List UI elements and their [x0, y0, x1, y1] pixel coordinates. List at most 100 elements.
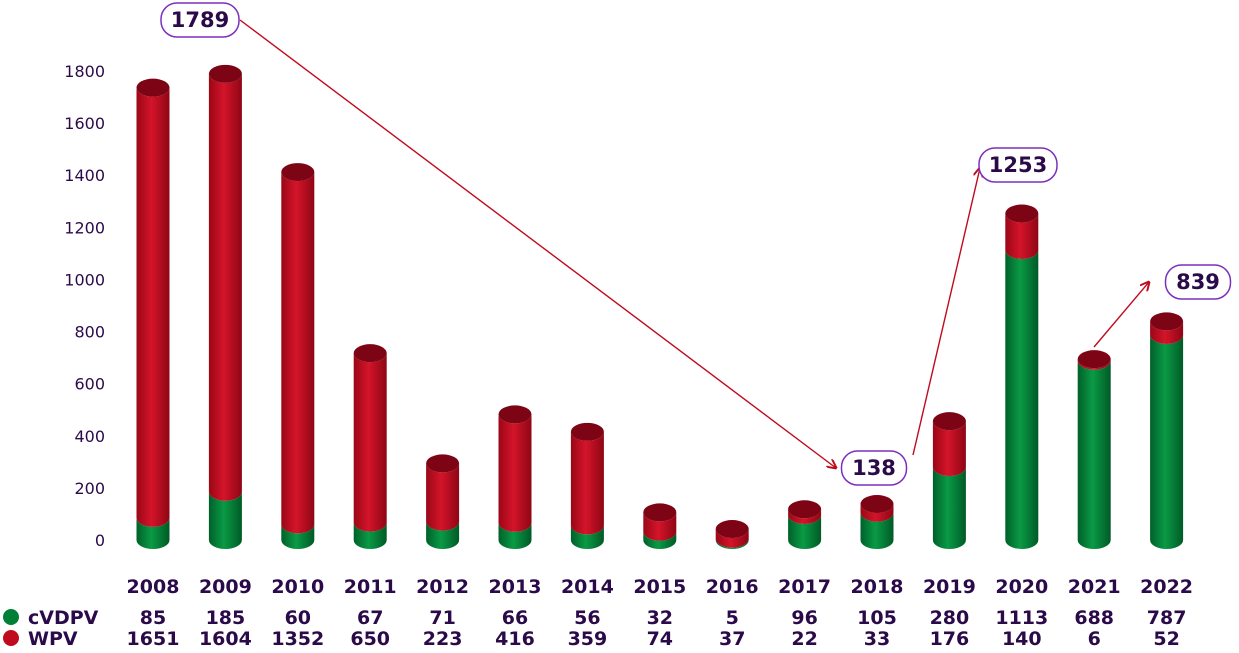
bar-segment-cvdpv: [643, 531, 677, 549]
table-value-wpv: 52: [1153, 628, 1179, 650]
y-tick-label: 400: [74, 427, 105, 446]
table-value-wpv: 1651: [127, 628, 180, 650]
year-label: 2022: [1140, 576, 1193, 598]
table-value-cvdpv: 60: [285, 607, 311, 629]
bar-top-cap: [136, 78, 170, 97]
table-value-cvdpv: 185: [206, 607, 246, 629]
year-label: 2018: [851, 576, 904, 598]
bar-top-cap: [715, 520, 749, 539]
callouts: 1789 138 1253 839: [160, 2, 1232, 486]
table-value-wpv: 1604: [199, 628, 252, 650]
bar-2017: [788, 500, 822, 549]
bar-segment-cvdpv: [788, 514, 822, 549]
year-label: 2014: [561, 576, 614, 598]
table-value-cvdpv: 688: [1074, 607, 1114, 629]
table-value-cvdpv: 71: [429, 607, 455, 629]
callout-box: [978, 147, 1058, 183]
bar-top-cap: [281, 163, 315, 182]
bar-2022: [1150, 312, 1184, 549]
bar-top-cap: [353, 344, 387, 363]
bar-segment-wpv: [1005, 213, 1039, 260]
bar-top-cap: [570, 422, 604, 441]
y-tick-label: 800: [74, 323, 105, 342]
table-value-wpv: 140: [1002, 628, 1042, 650]
bar-2015: [643, 503, 677, 549]
bar-top-cap: [643, 503, 677, 522]
table-value-cvdpv: 85: [140, 607, 166, 629]
table-value-wpv: 650: [350, 628, 390, 650]
bar-segment-wpv: [1077, 359, 1111, 370]
year-label: 2016: [706, 576, 759, 598]
table-value-wpv: 22: [791, 628, 817, 650]
y-tick-label: 1600: [64, 114, 105, 133]
y-axis: 0 200 400 600 800 1000 1200 1400 1600 1800: [64, 62, 105, 550]
table-value-cvdpv: 787: [1147, 607, 1187, 629]
y-tick-label: 1200: [64, 218, 105, 237]
bar-segment-cvdpv: [136, 517, 170, 549]
bar-segment-wpv: [570, 431, 604, 535]
bar-2019: [932, 412, 966, 549]
bar-segment-wpv: [136, 87, 170, 527]
bar-segment-wpv: [932, 421, 966, 477]
bar-2016: [715, 520, 749, 549]
table-value-wpv: 176: [930, 628, 970, 650]
bar-segment-cvdpv: [208, 491, 242, 549]
year-label: 2011: [344, 576, 397, 598]
bar-segment-wpv: [860, 504, 894, 522]
callout-value: 1253: [989, 153, 1047, 177]
bar-segment-wpv: [643, 512, 677, 541]
callout-138: 138: [840, 450, 908, 486]
table-value-wpv: 223: [423, 628, 463, 650]
table-value-cvdpv: 280: [930, 607, 970, 629]
bar-segment-cvdpv: [570, 525, 604, 549]
arrows: [239, 19, 1149, 468]
bar-segment-wpv: [498, 414, 532, 532]
table-value-cvdpv: 105: [857, 607, 897, 629]
bar-segment-cvdpv: [1150, 334, 1184, 549]
table-value-cvdpv: 96: [791, 607, 817, 629]
table-value-wpv: 74: [647, 628, 673, 650]
year-label: 2015: [633, 576, 686, 598]
bar-top-cap: [208, 64, 242, 83]
bar-top-cap: [932, 412, 966, 431]
bar-top-cap: [788, 500, 822, 519]
year-label: 2020: [995, 576, 1048, 598]
y-tick-label: 0: [95, 531, 105, 550]
bar-segment-wpv: [1150, 321, 1184, 344]
bar-segment-wpv: [281, 172, 315, 534]
callout-1253: 1253: [978, 147, 1058, 183]
callout-value: 839: [1176, 270, 1220, 294]
bar-segment-wpv: [353, 353, 387, 532]
y-tick-label: 200: [74, 479, 105, 498]
table-value-wpv: 416: [495, 628, 535, 650]
table-value-cvdpv: 1113: [995, 607, 1048, 629]
bar-2008: [136, 78, 170, 549]
year-label: 2013: [489, 576, 542, 598]
table-value-cvdpv: 66: [502, 607, 528, 629]
bar-segment-cvdpv: [932, 467, 966, 549]
legend-label-wpv: WPV: [28, 628, 78, 650]
callout-value: 1789: [171, 8, 229, 32]
bar-segment-cvdpv: [1077, 360, 1111, 549]
legend-label-cvdpv: cVDPV: [28, 607, 99, 629]
bars: [136, 64, 1184, 550]
table-value-cvdpv: 56: [574, 607, 600, 629]
bar-2012: [426, 454, 460, 549]
table-value-wpv: 359: [568, 628, 608, 650]
bar-top-cap: [860, 495, 894, 514]
callout-box: [840, 450, 908, 486]
bar-segment-cvdpv: [1005, 250, 1039, 550]
legend-dot-wpv: [3, 630, 19, 646]
table-value-wpv: 37: [719, 628, 745, 650]
y-tick-label: 1000: [64, 270, 105, 289]
year-label: 2017: [778, 576, 831, 598]
year-label: 2010: [271, 576, 324, 598]
bar-2020: [1005, 204, 1039, 550]
year-label: 2009: [199, 576, 252, 598]
callout-box: [1164, 264, 1232, 300]
bar-segment-wpv: [715, 529, 749, 548]
bar-top-cap: [1005, 204, 1039, 223]
year-label: 2019: [923, 576, 976, 598]
bar-2018: [860, 495, 894, 549]
